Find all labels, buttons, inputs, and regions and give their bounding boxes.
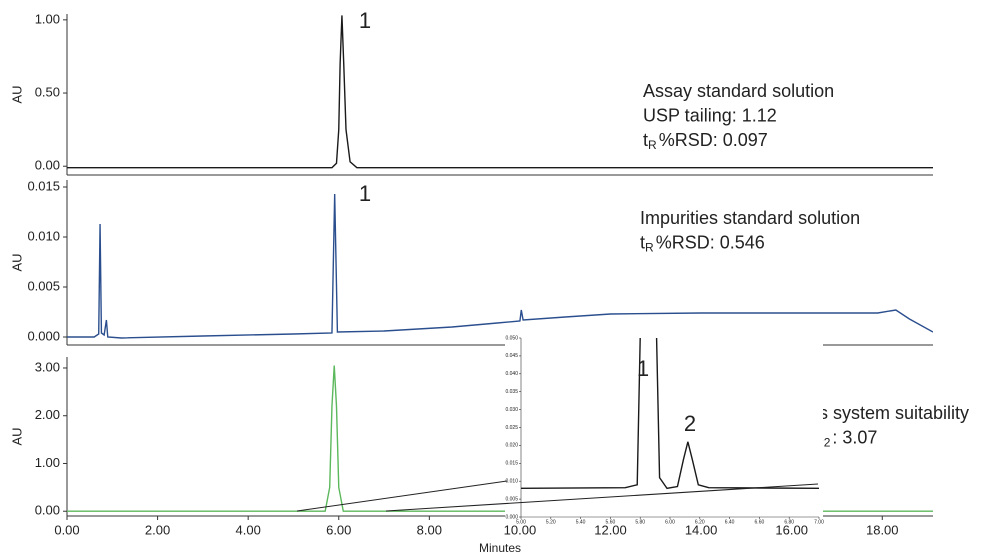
annotation-rest: %RSD: 0.546 [656, 232, 765, 252]
y-tick-label: 1.00 [35, 455, 60, 470]
annotation: USP tailing: 1.12 [643, 105, 777, 125]
annotation-main: t [640, 232, 645, 252]
annotation: Assay standard solution [643, 81, 834, 101]
zoom-line [385, 483, 819, 512]
x-tick-label: 0.00 [54, 522, 79, 537]
x-tick-label: 5.40 [576, 519, 586, 525]
x-tick-label: 6.80 [784, 519, 794, 525]
x-tick-label: 5.80 [635, 519, 645, 525]
y-tick-label: 3.00 [35, 359, 60, 374]
annotation-subscript: R [645, 241, 654, 255]
x-tick-label: 5.60 [606, 519, 616, 525]
y-tick-label: 0.015 [27, 178, 60, 193]
peak-label: 2 [684, 411, 696, 436]
trace [67, 365, 933, 512]
y-tick-label: 0.045 [505, 353, 518, 359]
annotation: tR %RSD: 0.546 [640, 232, 765, 254]
trace [67, 193, 933, 339]
trace [521, 338, 819, 490]
y-tick-label: 0.000 [27, 328, 60, 343]
x-tick-label: 18.00 [866, 522, 899, 537]
y-axis-label: AU [9, 85, 24, 103]
y-tick-label: 2.00 [35, 407, 60, 422]
x-tick-label: 5.00 [516, 519, 526, 525]
annotation-subscript: R [648, 138, 657, 152]
y-tick-label: 0.035 [505, 389, 518, 395]
inset-background [505, 334, 823, 523]
annotation-main: t [643, 130, 648, 150]
annotation: Impurities standard solution [640, 208, 860, 228]
y-tick-label: 0.040 [505, 371, 518, 377]
y-tick-label: 0.020 [505, 443, 518, 449]
x-tick-label: 6.40 [725, 519, 735, 525]
x-tick-label: 10.00 [504, 522, 537, 537]
y-tick-label: 0.00 [35, 503, 60, 518]
trace [67, 15, 933, 169]
x-tick-label: 16.00 [775, 522, 808, 537]
y-tick-label: 0.005 [505, 496, 518, 502]
peak-label: 1 [359, 8, 371, 33]
annotation-rest: : 3.07 [832, 427, 877, 447]
y-tick-label: 0.000 [505, 514, 518, 520]
x-tick-label: 6.00 [665, 519, 675, 525]
y-tick-label: 0.015 [505, 461, 518, 467]
x-tick-label: 14.00 [685, 522, 718, 537]
annotation: tR %RSD: 0.097 [643, 130, 768, 152]
y-tick-label: 0.50 [35, 84, 60, 99]
y-axis-label: AU [9, 253, 24, 271]
zoom-line [296, 480, 508, 512]
x-tick-label: 7.00 [814, 519, 824, 525]
x-tick-label: 12.00 [594, 522, 627, 537]
y-tick-label: 1.00 [35, 11, 60, 26]
y-tick-label: 0.00 [35, 158, 60, 173]
annotation-rest: %RSD: 0.097 [659, 130, 768, 150]
annotation-subscript: 2 [824, 436, 831, 450]
x-tick-label: 2.00 [145, 522, 170, 537]
y-tick-label: 0.050 [505, 335, 518, 341]
y-tick-label: 0.030 [505, 407, 518, 413]
peak-label: 1 [637, 356, 649, 381]
peak-label: 1 [359, 181, 371, 206]
x-tick-label: 8.00 [417, 522, 442, 537]
x-tick-label: 4.00 [236, 522, 261, 537]
y-tick-label: 0.010 [505, 479, 518, 485]
x-tick-label: 6.60 [755, 519, 765, 525]
x-axis-label: Minutes [479, 541, 521, 555]
y-tick-label: 0.005 [27, 278, 60, 293]
y-axis-label: AU [9, 427, 24, 445]
x-tick-label: 6.00 [326, 522, 351, 537]
x-tick-label: 6.20 [695, 519, 705, 525]
x-tick-label: 5.20 [546, 519, 556, 525]
y-tick-label: 0.025 [505, 425, 518, 431]
y-tick-label: 0.010 [27, 228, 60, 243]
